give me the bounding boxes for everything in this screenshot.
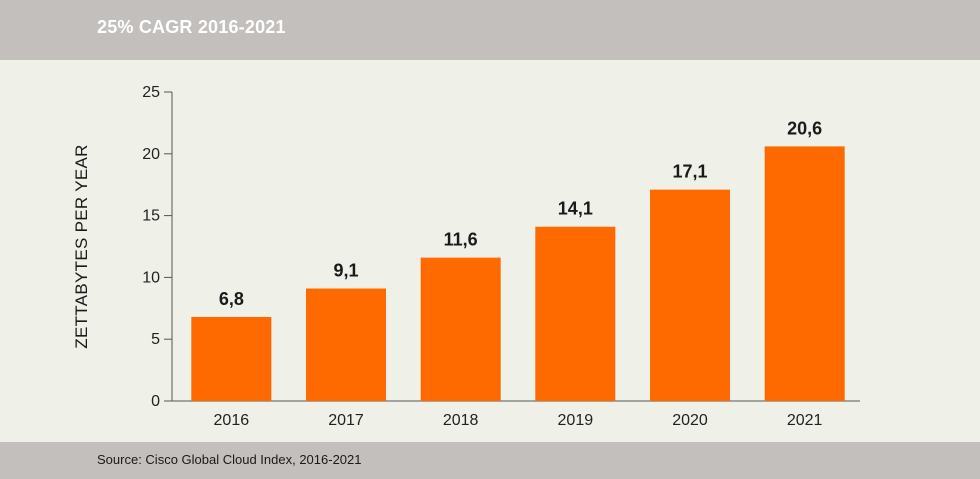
x-tick-label-2016: 2016 <box>214 412 250 429</box>
x-tick-label-2019: 2019 <box>558 412 594 429</box>
data-label-2016: 6,8 <box>219 289 244 309</box>
data-label-2019: 14,1 <box>558 199 593 219</box>
bar-2020 <box>650 189 730 401</box>
y-tick-label-10: 10 <box>142 269 160 286</box>
y-tick-label-0: 0 <box>151 393 160 410</box>
bar-2016 <box>191 316 272 401</box>
bar-2019 <box>535 226 616 401</box>
y-axis-title: ZETTABYTES PER YEAR <box>72 144 91 348</box>
x-tick-label-2018: 2018 <box>443 412 479 429</box>
y-tick-label-20: 20 <box>142 146 160 163</box>
x-tick-label-2020: 2020 <box>672 412 708 429</box>
data-label-2018: 11,6 <box>444 230 478 250</box>
chart-footer: Source: Cisco Global Cloud Index, 2016-2… <box>0 442 980 479</box>
bar-2017 <box>306 288 386 401</box>
y-tick-label-5: 5 <box>151 331 160 348</box>
data-label-2021: 20,6 <box>787 118 822 138</box>
source-note: Source: Cisco Global Cloud Index, 2016-2… <box>97 452 362 467</box>
x-tick-label-2021: 2021 <box>787 412 823 429</box>
y-tick-label-15: 15 <box>142 208 160 225</box>
x-tick-label-2017: 2017 <box>328 412 364 429</box>
y-tick-label-25: 25 <box>142 84 160 101</box>
bar-2018 <box>420 257 501 401</box>
chart-title: 25% CAGR 2016-2021 <box>97 17 286 37</box>
bar-2021 <box>764 146 845 401</box>
data-label-2020: 17,1 <box>672 162 707 182</box>
chart-header: 25% CAGR 2016-2021 <box>0 0 980 60</box>
data-label-2017: 9,1 <box>333 261 358 281</box>
